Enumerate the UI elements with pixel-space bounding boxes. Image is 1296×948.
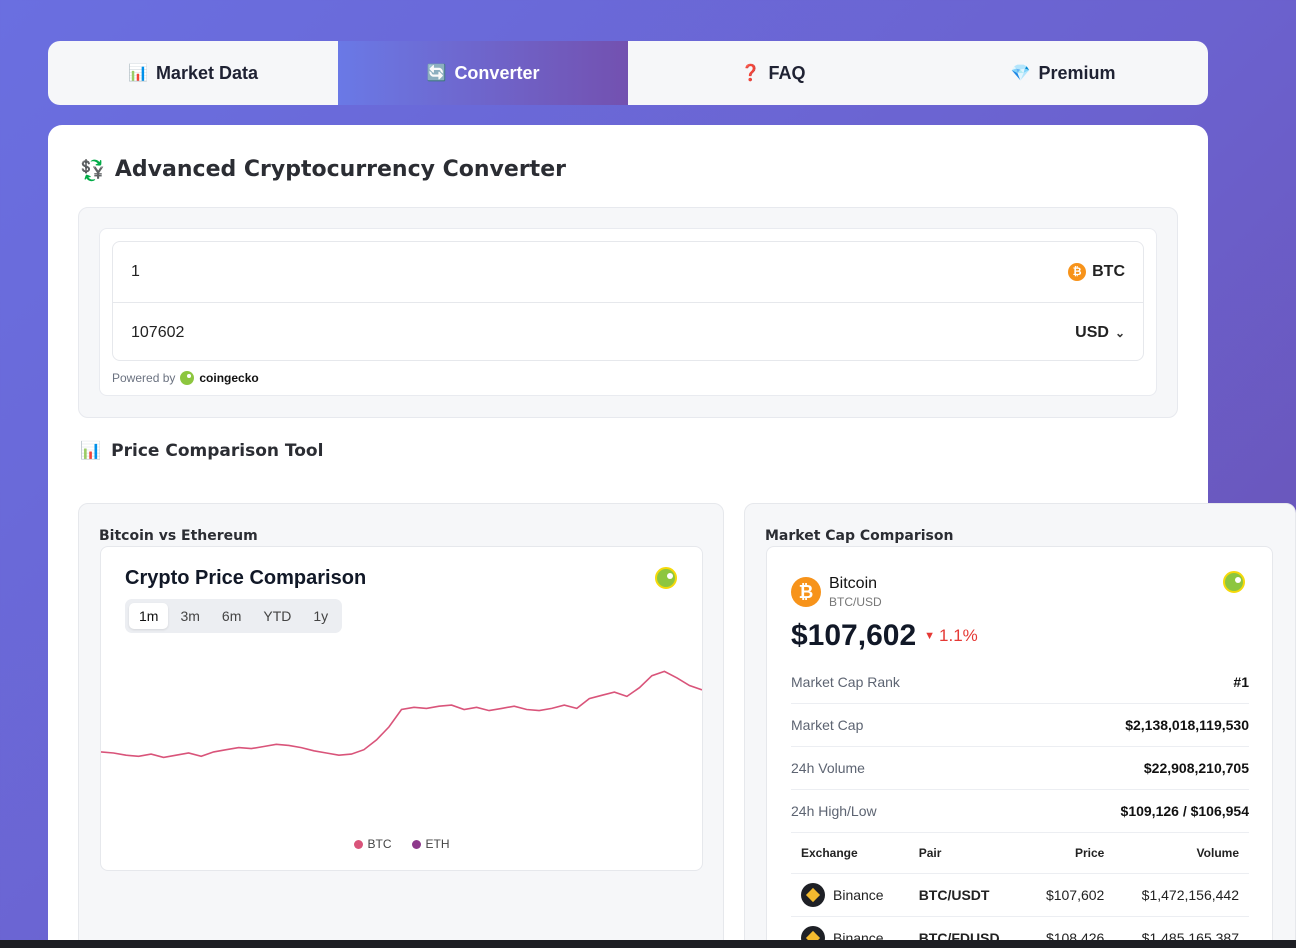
gem-icon: 💎 [1010, 65, 1031, 82]
legend-label: ETH [425, 837, 450, 851]
range-selector: 1m 3m 6m YTD 1y [125, 599, 343, 633]
converter-widget: ₿ BTC USD ⌄ Powered by coingecko [99, 228, 1157, 396]
tab-label: Converter [454, 62, 540, 83]
taskbar-strip [0, 940, 1296, 948]
legend-dot [411, 839, 421, 849]
pair-cell: BTC/USDT [908, 873, 1025, 917]
bitcoin-icon: ₿ [791, 577, 821, 607]
chart-legend: BTC ETH [101, 837, 702, 851]
stats-list: Market Cap Rank #1 Market Cap $2,138,018… [791, 661, 1249, 833]
exchange-table: Exchange Pair Price Volume Binance BTC/U… [791, 833, 1249, 948]
currency-exchange-icon: 💱 [80, 157, 105, 182]
coingecko-icon [655, 567, 677, 589]
legend-label: BTC [367, 837, 392, 851]
tab-market-data[interactable]: 📊 Market Data [48, 41, 338, 105]
chart-icon: 📊 [128, 65, 148, 82]
to-currency-select[interactable]: USD ⌄ [1075, 324, 1125, 342]
bitcoin-icon: ₿ [1068, 263, 1087, 281]
exchange-cell: Binance [791, 873, 909, 917]
price-cell: $107,602 [1024, 873, 1115, 917]
tab-premium[interactable]: 💎 Premium [918, 41, 1208, 105]
col-exchange: Exchange [791, 833, 909, 874]
stat-label: 24h Volume [791, 760, 865, 776]
tab-label: Market Data [155, 62, 258, 83]
stat-value: #1 [1233, 674, 1249, 690]
price-chart-widget: Crypto Price Comparison 1m 3m 6m YTD 1y … [100, 546, 703, 871]
section-title: 📊 Price Comparison Tool [80, 441, 323, 461]
legend-dot [353, 839, 363, 849]
coingecko-icon [180, 371, 195, 385]
nav-tabs: 📊 Market Data 🔄 Converter ❓ FAQ 💎 Premiu… [48, 41, 1208, 105]
caret-down-icon: ▼ [924, 630, 936, 642]
coin-header: ₿ Bitcoin BTC/USD [791, 575, 882, 609]
question-icon: ❓ [740, 65, 761, 82]
powered-by-brand[interactable]: coingecko [199, 371, 259, 385]
range-1m[interactable]: 1m [129, 603, 169, 629]
coin-price: $107,602 [791, 619, 917, 652]
price-change: ▼ 1.1% [924, 626, 978, 646]
legend-item-eth[interactable]: ETH [411, 837, 450, 851]
range-ytd[interactable]: YTD [263, 608, 292, 624]
coin-name: Bitcoin [829, 575, 878, 592]
to-currency-label: USD [1075, 323, 1109, 341]
converter-box: ₿ BTC USD ⌄ [112, 241, 1144, 361]
stat-row: Market Cap $2,138,018,119,530 [791, 704, 1249, 747]
refresh-icon: 🔄 [426, 65, 447, 82]
tab-label: FAQ [768, 62, 806, 83]
page-title-text: Advanced Cryptocurrency Converter [114, 157, 566, 182]
stat-row: Market Cap Rank #1 [791, 661, 1249, 704]
bar-chart-icon: 📊 [80, 441, 102, 461]
stat-value: $109,126 / $106,954 [1120, 803, 1249, 819]
section-title-text: Price Comparison Tool [111, 441, 324, 461]
legend-item-btc[interactable]: BTC [353, 837, 392, 851]
col-pair: Pair [908, 833, 1025, 874]
chevron-down-icon: ⌄ [1114, 325, 1125, 340]
price-row: $107,602 ▼ 1.1% [791, 619, 978, 653]
price-change-value: 1.1% [939, 626, 978, 645]
chart-title: Crypto Price Comparison [125, 567, 367, 589]
exchange-name: Binance [833, 886, 884, 903]
comparison-card-left: Bitcoin vs Ethereum Crypto Price Compari… [78, 503, 724, 948]
comparison-label: Bitcoin vs Ethereum [99, 528, 258, 544]
from-amount-input[interactable] [131, 263, 631, 281]
stat-label: Market Cap Rank [791, 674, 900, 690]
range-3m[interactable]: 3m [180, 608, 200, 624]
comparison-card-right: Market Cap Comparison ₿ Bitcoin BTC/USD … [744, 503, 1296, 948]
powered-by-text: Powered by [112, 371, 176, 385]
comparison-label: Market Cap Comparison [765, 528, 954, 544]
to-amount-input[interactable] [131, 323, 631, 342]
coin-pair: BTC/USD [829, 595, 882, 609]
from-currency: ₿ BTC [1068, 263, 1125, 281]
converter-panel: ₿ BTC USD ⌄ Powered by coingecko [78, 207, 1178, 418]
stat-row: 24h Volume $22,908,210,705 [791, 747, 1249, 790]
from-row: ₿ BTC [113, 242, 1143, 302]
col-volume: Volume [1114, 833, 1249, 874]
price-chart [101, 670, 702, 759]
range-1y[interactable]: 1y [313, 608, 329, 624]
tab-converter[interactable]: 🔄 Converter [338, 41, 628, 105]
coingecko-icon [1223, 571, 1245, 593]
range-6m[interactable]: 6m [221, 608, 242, 624]
to-row: USD ⌄ [113, 302, 1143, 362]
powered-by: Powered by coingecko [112, 371, 259, 385]
volume-cell: $1,472,156,442 [1114, 873, 1249, 917]
table-header-row: Exchange Pair Price Volume [791, 833, 1249, 874]
page-title: 💱 Advanced Cryptocurrency Converter [80, 157, 566, 182]
stat-row: 24h High/Low $109,126 / $106,954 [791, 790, 1249, 833]
stat-value: $22,908,210,705 [1143, 760, 1249, 776]
table-row[interactable]: Binance BTC/USDT $107,602 $1,472,156,442 [791, 873, 1249, 917]
stat-value: $2,138,018,119,530 [1125, 717, 1249, 733]
tab-faq[interactable]: ❓ FAQ [628, 41, 918, 105]
market-cap-widget: ₿ Bitcoin BTC/USD $107,602 ▼ 1.1% Market… [766, 546, 1273, 948]
stat-label: Market Cap [791, 717, 864, 733]
series-line-btc [101, 670, 702, 759]
tab-label: Premium [1038, 62, 1116, 83]
from-currency-label: BTC [1092, 263, 1125, 280]
binance-icon [801, 882, 825, 907]
col-price: Price [1024, 833, 1115, 874]
stat-label: 24h High/Low [791, 803, 877, 819]
